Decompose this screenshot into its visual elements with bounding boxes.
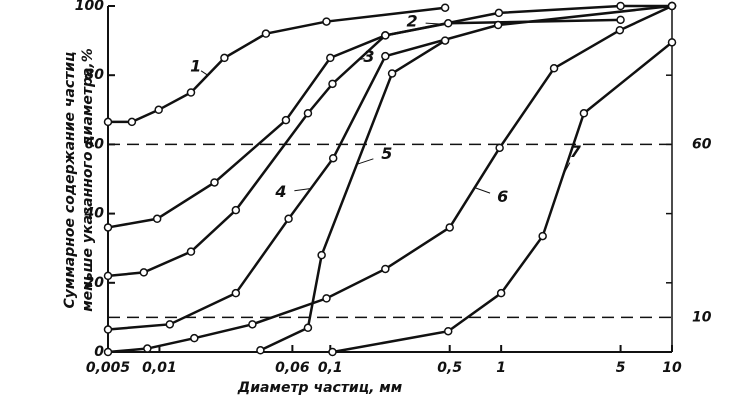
- line-series: [108, 6, 446, 124]
- series-label: 2: [407, 12, 418, 31]
- data-point: [103, 223, 113, 232]
- data-point: [139, 268, 149, 277]
- data-point: [220, 53, 229, 63]
- data-point: [494, 8, 504, 18]
- data-point: [231, 205, 241, 215]
- data-point: [284, 214, 293, 224]
- y-tick-label: 40: [84, 206, 105, 222]
- x-tick-label: 0,01: [142, 360, 177, 376]
- x-axis-label: Диаметр частиц, мм: [237, 380, 402, 396]
- leader: [200, 70, 208, 76]
- data-point: [165, 320, 175, 329]
- leader: [294, 188, 311, 192]
- leader: [358, 58, 365, 61]
- data-point: [616, 1, 625, 11]
- series-label: 3: [363, 47, 374, 66]
- x-tick-label: 10: [662, 360, 682, 376]
- data-point: [579, 109, 589, 118]
- data-point: [549, 64, 559, 73]
- leader: [562, 162, 571, 175]
- data-point: [495, 143, 504, 153]
- data-point: [103, 271, 113, 281]
- reference-label: 10: [692, 309, 712, 325]
- data-point: [248, 320, 257, 329]
- data-point: [127, 117, 137, 127]
- data-point: [186, 247, 196, 256]
- x-tick-label: 0,5: [437, 360, 462, 376]
- data-point: [443, 326, 453, 336]
- data-point: [326, 53, 335, 63]
- x-tick-label: 1: [496, 360, 506, 376]
- leader: [474, 187, 491, 194]
- y-tick-label: 100: [75, 0, 104, 14]
- data-point: [154, 105, 163, 115]
- data-point: [317, 250, 326, 260]
- data-point: [143, 344, 152, 353]
- x-tick-label: 5: [616, 360, 626, 376]
- data-point: [322, 17, 331, 26]
- data-point: [387, 69, 397, 78]
- y-tick-label: 0: [94, 344, 104, 360]
- line-series: [332, 41, 673, 354]
- x-tick-label: 0,005: [86, 360, 131, 376]
- data-point: [186, 88, 196, 97]
- series-label: 6: [497, 187, 508, 206]
- data-point: [322, 294, 331, 303]
- line-series: [259, 39, 446, 352]
- y-axis-label: Суммарное содержание частиц: [62, 51, 78, 308]
- data-point: [667, 1, 677, 11]
- x-tick-label: 0,1: [318, 360, 343, 376]
- data-point: [210, 178, 219, 187]
- y-tick-label: 60: [85, 136, 105, 152]
- data-point: [328, 347, 337, 357]
- y-axis-label: меньше указанного диаметра,%: [80, 48, 96, 312]
- data-point: [103, 117, 113, 127]
- data-point: [440, 36, 450, 45]
- data-point: [381, 31, 390, 40]
- data-point: [303, 109, 313, 118]
- data-point: [538, 231, 547, 241]
- reference-label: 60: [692, 136, 712, 152]
- data-point: [328, 153, 338, 163]
- series-label: 5: [381, 144, 392, 163]
- data-point: [103, 347, 113, 357]
- data-point: [616, 15, 625, 25]
- data-point: [493, 20, 503, 30]
- data-point: [190, 333, 199, 343]
- data-point: [440, 3, 450, 12]
- y-tick-label: 80: [85, 67, 105, 83]
- data-point: [667, 38, 677, 47]
- data-point: [381, 264, 390, 274]
- data-point: [261, 29, 271, 38]
- x-tick-label: 0,06: [275, 360, 310, 376]
- data-point: [231, 288, 241, 298]
- data-point: [381, 51, 390, 61]
- data-point: [445, 223, 454, 232]
- series-label: 4: [274, 182, 286, 201]
- data-point: [303, 323, 313, 333]
- line-series: [107, 4, 673, 331]
- series-label: 1: [190, 57, 201, 76]
- y-tick-label: 20: [85, 275, 105, 291]
- data-point: [281, 115, 291, 125]
- series-label: 7: [570, 142, 582, 161]
- data-point: [152, 214, 162, 224]
- line-series: [107, 4, 672, 229]
- data-point: [443, 19, 453, 28]
- data-point: [103, 325, 113, 334]
- data-point: [496, 288, 506, 298]
- data-point: [256, 346, 265, 355]
- leader: [356, 158, 374, 165]
- data-point: [328, 79, 337, 89]
- data-point: [615, 25, 625, 35]
